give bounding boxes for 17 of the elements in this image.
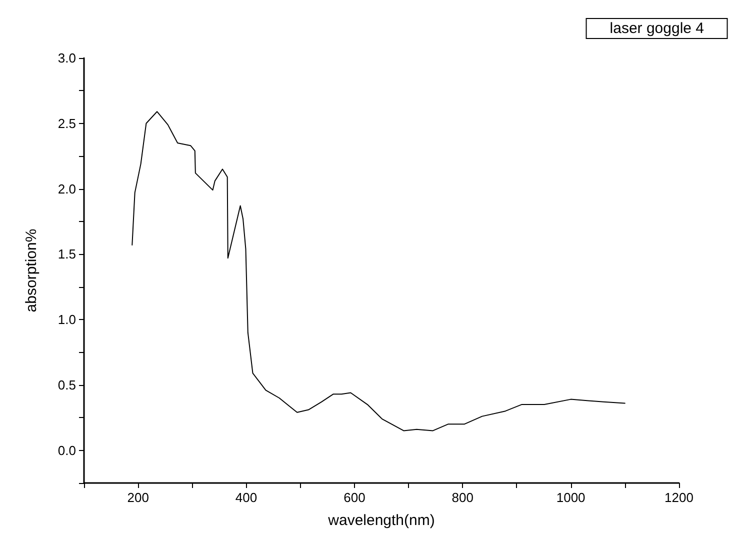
x-tick-label: 400 xyxy=(235,490,258,505)
y-tick-label: 2.5 xyxy=(58,116,76,131)
line-series xyxy=(132,111,626,432)
x-tick-label: 1200 xyxy=(664,490,694,505)
chart-title: laser goggle 4 xyxy=(610,20,704,37)
x-tick-label: 600 xyxy=(344,490,366,505)
y-tick-label: 2.0 xyxy=(58,181,76,196)
y-tick-label: 1.0 xyxy=(58,312,76,328)
y-tick-label: 0.0 xyxy=(58,442,76,458)
y-tick-label: 0.5 xyxy=(58,377,76,392)
x-tick-label: 200 xyxy=(127,490,149,505)
y-axis-title: absorption% xyxy=(23,228,40,312)
x-axis-title: wavelength(nm) xyxy=(327,512,435,529)
x-tick-label: 1000 xyxy=(556,490,586,505)
x-tick-label: 800 xyxy=(452,490,474,505)
y-tick-label: 3.0 xyxy=(58,50,76,66)
y-tick-label: 1.5 xyxy=(58,246,76,262)
